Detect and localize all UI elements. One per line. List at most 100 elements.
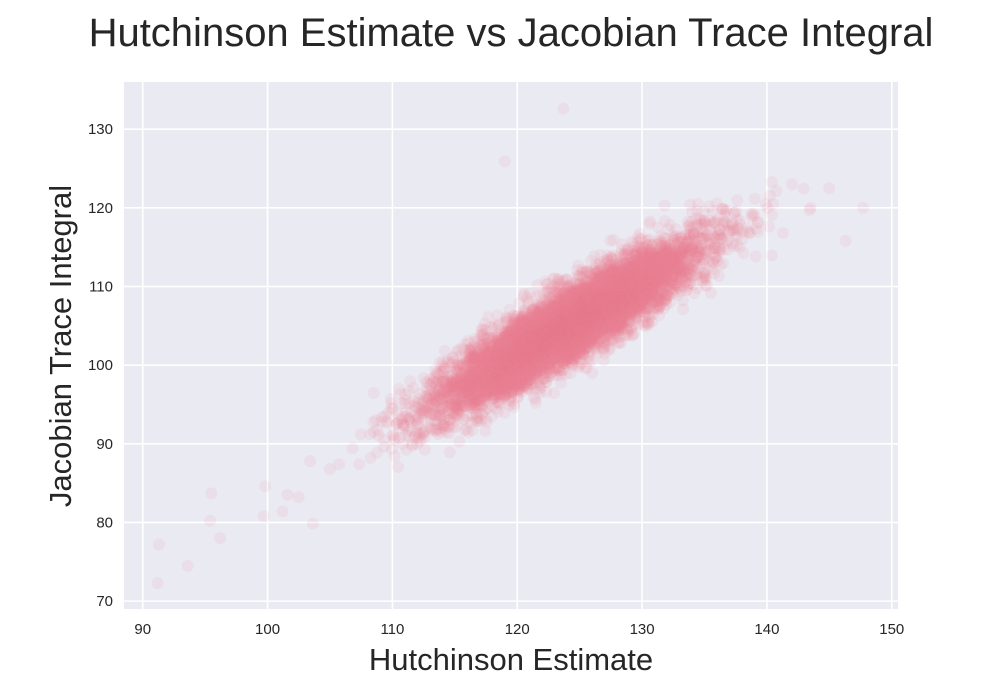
data-point (624, 279, 637, 292)
data-point (509, 374, 522, 387)
data-point (627, 293, 640, 306)
data-point (572, 289, 584, 302)
data-point (569, 291, 582, 303)
data-point (631, 289, 644, 301)
data-point (526, 325, 539, 338)
data-point (565, 331, 578, 344)
data-point (509, 314, 522, 327)
data-point (500, 363, 512, 375)
data-point (561, 279, 574, 292)
data-point (521, 357, 534, 370)
data-point (575, 318, 588, 330)
data-point (641, 282, 654, 295)
data-point (501, 335, 514, 348)
data-point (703, 255, 716, 268)
data-point (587, 285, 600, 298)
data-point (748, 192, 761, 205)
data-point (539, 327, 552, 340)
data-point (615, 298, 628, 311)
data-point (642, 293, 655, 306)
data-point (558, 309, 571, 321)
data-point (598, 293, 611, 306)
data-point (598, 319, 611, 332)
data-point (532, 309, 545, 322)
data-point (621, 317, 634, 330)
data-point (531, 355, 544, 368)
data-point (420, 397, 433, 409)
data-point (528, 326, 541, 339)
data-point (491, 366, 504, 379)
data-point (625, 292, 638, 305)
data-point (414, 403, 427, 416)
data-point (435, 402, 448, 415)
data-point (493, 371, 505, 384)
data-point (543, 338, 556, 351)
data-point (541, 307, 554, 319)
data-point (525, 336, 538, 349)
data-point (634, 280, 647, 292)
data-point (486, 356, 499, 369)
data-point (576, 295, 589, 308)
data-point (609, 309, 622, 322)
data-point (543, 337, 556, 350)
data-point (491, 358, 504, 371)
data-point (481, 388, 494, 401)
data-point (659, 244, 672, 256)
data-point (540, 328, 553, 341)
data-point (560, 329, 573, 342)
data-point (519, 356, 531, 369)
data-point (647, 273, 659, 286)
data-point (523, 350, 536, 362)
data-point (560, 333, 573, 346)
data-point (568, 317, 581, 330)
data-point (456, 400, 469, 413)
data-point (465, 416, 478, 429)
data-point (564, 338, 577, 350)
data-point (450, 397, 463, 410)
data-point (633, 292, 646, 304)
data-point (587, 330, 600, 343)
data-point (520, 355, 533, 368)
data-point (485, 410, 498, 423)
data-point (631, 301, 644, 314)
data-point (514, 378, 527, 391)
data-point (555, 318, 567, 331)
data-point (513, 351, 526, 364)
data-point (645, 289, 658, 302)
data-point (554, 342, 567, 355)
data-point (694, 214, 707, 227)
data-point (662, 270, 675, 283)
data-point (546, 328, 558, 340)
data-point (517, 346, 530, 359)
data-point (538, 319, 551, 332)
data-point (582, 303, 595, 316)
data-point (564, 325, 577, 338)
data-point (615, 313, 628, 326)
data-point (558, 320, 571, 333)
data-point (438, 344, 451, 357)
data-point (635, 241, 648, 254)
data-point (455, 372, 468, 385)
data-point (513, 375, 526, 388)
data-point (498, 345, 511, 358)
data-point (608, 311, 621, 324)
data-point (589, 301, 602, 313)
data-point (579, 311, 592, 324)
data-point (522, 320, 535, 333)
data-point (625, 300, 638, 313)
data-point (543, 324, 556, 337)
data-point (512, 354, 525, 367)
data-point (590, 290, 603, 303)
data-point (420, 390, 433, 403)
data-point (403, 397, 416, 410)
data-point (675, 253, 688, 266)
data-point (653, 258, 666, 271)
data-point (563, 314, 575, 327)
data-point (556, 320, 569, 333)
data-point (666, 258, 679, 271)
data-point (544, 323, 557, 336)
data-point (495, 355, 508, 368)
data-point (546, 317, 559, 330)
data-point (680, 284, 693, 297)
data-point (590, 301, 603, 314)
